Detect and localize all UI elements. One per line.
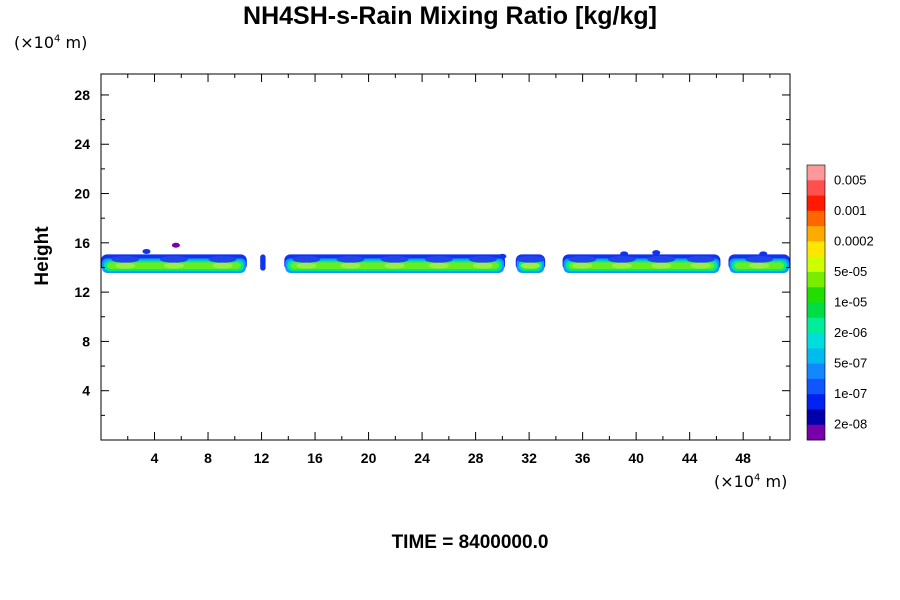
colorbar-swatch [807,180,825,196]
band-highlight [340,262,361,269]
band-highlight [212,262,233,269]
x-tick-label: 24 [414,450,430,466]
band-speck [620,251,629,257]
colorbar-frame [806,164,826,441]
band-highlight [296,262,317,269]
band-highlight [611,262,632,269]
colorbar-swatch [807,378,825,395]
band-speck [171,242,180,248]
mixing-ratio-band [101,242,790,273]
band-bump [159,255,188,263]
colorbar-label: 2e-06 [834,325,867,340]
chart-title: NH4SH-s-Rain Mixing Ratio [kg/kg] [243,2,657,30]
x-tick-label: 16 [307,450,323,466]
colorbar-label: 0.0002 [834,233,874,248]
band-highlight [428,262,449,269]
colorbar-swatch [807,256,825,273]
band-bump [208,255,237,263]
band-speck [498,253,507,259]
colorbar-swatch [807,287,825,303]
colorbar-swatch [807,271,825,288]
y-tick-label: 16 [74,235,90,251]
y-axis-unit: (×104 m) [14,33,88,52]
band-highlight [690,262,711,269]
band-bump [516,255,545,263]
y-tick-label: 4 [82,383,90,399]
band-highlight [520,262,541,269]
x-tick-label: 32 [521,450,537,466]
band-highlight [572,262,593,269]
y-tick-label: 28 [74,87,90,103]
band-highlight [115,262,136,269]
colorbar-swatch [807,363,825,380]
band-bump [468,255,497,263]
y-tick-label: 24 [74,136,90,152]
colorbar-label: 5e-05 [834,264,867,279]
colorbar-label: 0.005 [834,172,867,187]
x-tick-label: 4 [151,450,159,466]
band-bump [292,255,321,263]
colorbar-swatch [807,241,825,258]
band-bump [380,255,409,263]
colorbar-label: 0.001 [834,203,867,218]
band-bump [686,255,715,263]
band-bump [111,255,140,263]
y-tick-label: 12 [74,284,90,300]
time-label: TIME = 8400000.0 [391,532,549,553]
band-highlight [651,262,672,269]
x-tick-label: 20 [361,450,377,466]
x-axis-unit: (×104 m) [714,472,788,491]
colorbar-label: 1e-07 [834,386,867,401]
band-speck [142,248,151,254]
band-highlight [749,262,770,269]
plot-frame [100,73,791,441]
colorbar-swatch [807,409,825,426]
x-tick-label: 28 [468,450,484,466]
colorbar-swatch [807,317,825,334]
x-tick-label: 48 [735,450,751,466]
band-highlight [472,262,493,269]
colorbar-swatch [807,165,825,181]
band-highlight [384,262,405,269]
colorbar-swatch [807,210,825,227]
colorbar: 0.005 0.001 0.0002 5e-05 1e-05 2e-06 5e-07 1e-0… [806,164,874,441]
band-bump [745,255,774,263]
colorbar-swatch [807,333,825,349]
band-core [568,262,715,269]
x-tick-label: 44 [682,450,698,466]
band-envelope [260,254,266,271]
band-bump [424,255,453,263]
y-tick-label: 8 [82,333,90,349]
colorbar-swatch [807,348,825,365]
x-tick-label: 36 [575,450,591,466]
colorbar-swatch [807,226,825,242]
band-highlight [163,262,184,269]
x-tick-label: 12 [254,450,270,466]
band-speck [652,250,661,256]
y-tick-label: 20 [74,186,90,202]
x-tick-label: 8 [204,450,212,466]
colorbar-label: 5e-07 [834,356,867,371]
colorbar-swatch [807,195,825,212]
band-bump [607,255,636,263]
band-bump [336,255,365,263]
band-bump [647,255,676,263]
colorbar-label: 2e-08 [834,417,867,432]
colorbar-label: 1e-05 [834,295,867,310]
band-speck [759,251,768,257]
colorbar-swatch [807,394,825,410]
band-bump [568,255,597,263]
colorbar-swatch [807,424,825,441]
x-tick-label: 40 [628,450,644,466]
colorbar-swatch [807,302,825,319]
